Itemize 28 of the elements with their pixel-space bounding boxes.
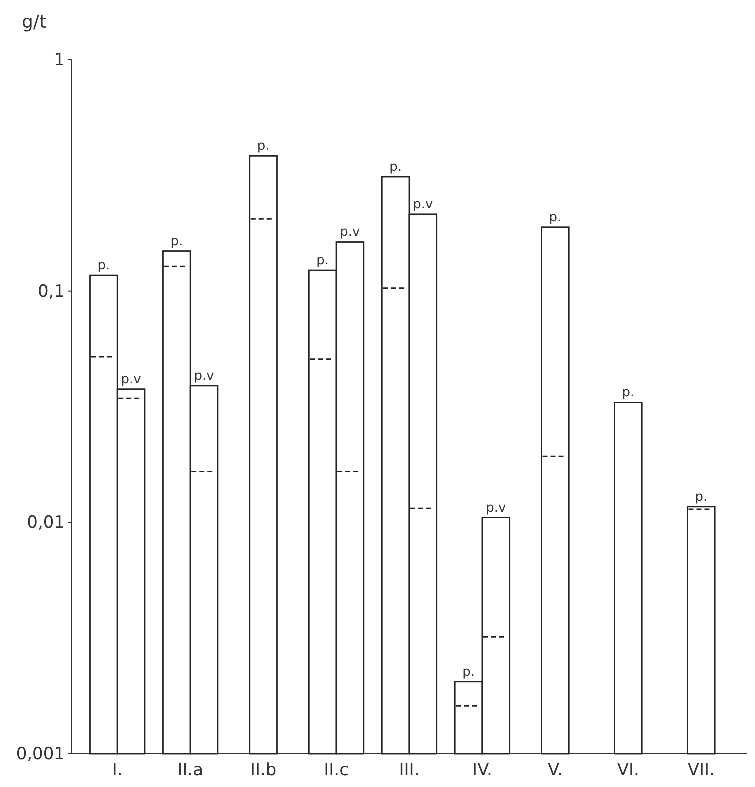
series-label: p. xyxy=(98,258,110,274)
x-tick-label: II.c xyxy=(324,760,349,781)
text: p. xyxy=(257,139,270,154)
text: p. xyxy=(316,254,330,269)
y-tick-label: 0,01 xyxy=(27,513,65,534)
x-tick-label: II.b xyxy=(250,760,277,781)
text: p. xyxy=(462,664,475,680)
text: p.v xyxy=(413,197,434,212)
series-label: p.v xyxy=(121,372,142,388)
text: p. xyxy=(695,490,708,505)
x-tick-label: IV. xyxy=(472,760,492,781)
text: p.v xyxy=(486,500,506,516)
x-tick-label: II.a xyxy=(178,760,204,781)
x-tick-label: V. xyxy=(548,760,563,781)
text: p. xyxy=(622,386,635,401)
text: p.v xyxy=(340,225,360,240)
y-tick-label: 0,001 xyxy=(16,744,65,764)
x-tick-label: VI. xyxy=(617,760,640,781)
x-tick-label: VII. xyxy=(688,760,715,781)
y-axis-title: g/t xyxy=(22,12,47,33)
text: p. xyxy=(170,234,184,250)
y-tick-label: 1 xyxy=(54,50,65,70)
text: p. xyxy=(549,210,562,226)
x-tick-label: III. xyxy=(399,760,420,781)
x-tick-label: I. xyxy=(112,760,123,781)
text: p. xyxy=(390,160,402,176)
y-tick-label: 0,1 xyxy=(38,282,65,302)
text: p.v xyxy=(194,368,214,384)
